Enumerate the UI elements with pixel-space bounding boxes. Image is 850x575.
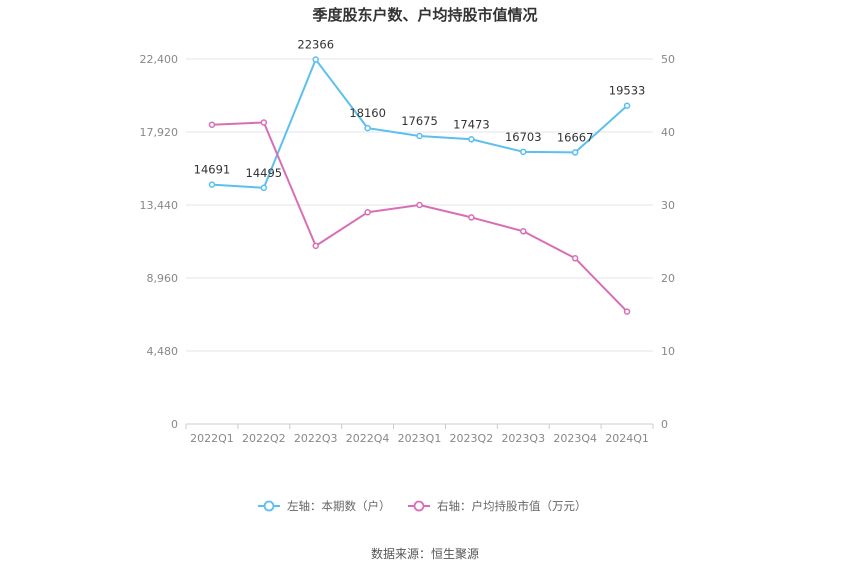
- data-point[interactable]: [416, 132, 423, 140]
- legend-swatch-marker: [263, 500, 275, 512]
- left-axis-tick-label: 8,960: [147, 272, 179, 285]
- x-axis-tick-label: 2022Q4: [346, 432, 390, 445]
- left-axis-tick-label: 22,400: [140, 53, 179, 66]
- data-point[interactable]: [571, 255, 579, 262]
- chart-title: 季度股东户数、户均持股市值情况: [312, 6, 537, 24]
- data-point[interactable]: [260, 119, 268, 126]
- x-axis-tick-label: 2022Q2: [242, 432, 286, 445]
- right-axis-tick-label: 30: [661, 199, 675, 212]
- x-axis-tick-label: 2023Q1: [398, 432, 442, 445]
- x-axis-tick-label: 2024Q1: [605, 432, 649, 445]
- data-point[interactable]: [416, 201, 423, 209]
- series-1: 14691 14495 22366 18160 17675 17473 16703 16667…: [194, 38, 646, 192]
- left-axis-tick-label: 4,480: [147, 345, 179, 358]
- data-point[interactable]: [468, 214, 475, 221]
- legend-swatch-marker: [413, 500, 425, 512]
- data-label: 22366: [297, 38, 334, 52]
- right-axis-tick-label: 10: [661, 345, 675, 358]
- data-label: 14691: [194, 163, 231, 177]
- right-axis-tick-label: 0: [661, 418, 668, 431]
- data-point[interactable]: [312, 242, 319, 250]
- data-point[interactable]: [312, 56, 319, 63]
- x-axis-tick-label: 2022Q3: [294, 432, 338, 445]
- left-axis-tick-label: 17,920: [140, 126, 179, 139]
- data-source: 数据来源：恒生聚源: [371, 546, 479, 561]
- data-label: 14495: [246, 166, 283, 180]
- legend-label: 左轴：本期数（户）: [287, 499, 391, 513]
- data-point[interactable]: [208, 121, 216, 128]
- data-point[interactable]: [520, 148, 527, 156]
- data-point[interactable]: [571, 149, 579, 156]
- axes: 0 0 4,480 10 8,960 20 13,440 30 17,920 40 22,400 50…: [140, 53, 676, 445]
- x-axis-tick-label: 2023Q4: [553, 432, 597, 445]
- data-label: 19533: [609, 84, 646, 98]
- data-point[interactable]: [623, 102, 631, 109]
- left-axis-tick-label: 13,440: [140, 199, 179, 212]
- x-axis-tick-label: 2023Q2: [450, 432, 494, 445]
- x-axis-tick-label: 2022Q1: [190, 432, 234, 445]
- series-line: [211, 121, 628, 313]
- data-label: 18160: [349, 106, 386, 120]
- left-axis-tick-label: 0: [171, 418, 178, 431]
- right-axis-tick-label: 40: [661, 126, 675, 139]
- right-axis-tick-label: 20: [661, 272, 675, 285]
- legend-item[interactable]: 右轴：户均持股市值（万元）: [408, 499, 587, 513]
- data-label: 16667: [557, 130, 594, 144]
- data-point[interactable]: [260, 184, 268, 192]
- data-label: 17675: [401, 114, 438, 128]
- data-point[interactable]: [364, 209, 371, 216]
- data-point[interactable]: [468, 136, 475, 143]
- data-point[interactable]: [208, 181, 216, 188]
- legend[interactable]: 左轴：本期数（户） 右轴：户均持股市值（万元）: [258, 499, 587, 513]
- legend-label: 右轴：户均持股市值（万元）: [437, 499, 587, 513]
- data-label: 16703: [505, 130, 542, 144]
- data-point[interactable]: [520, 228, 527, 235]
- series-layer: 14691 14495 22366 18160 17675 17473 16703 16667…: [194, 38, 646, 315]
- legend-item[interactable]: 左轴：本期数（户）: [258, 499, 391, 513]
- series-2: [208, 119, 631, 315]
- right-axis-tick-label: 50: [661, 53, 675, 66]
- data-label: 17473: [453, 117, 490, 131]
- x-axis-tick-label: 2023Q3: [501, 432, 545, 445]
- data-point[interactable]: [623, 308, 631, 315]
- data-point[interactable]: [364, 124, 371, 132]
